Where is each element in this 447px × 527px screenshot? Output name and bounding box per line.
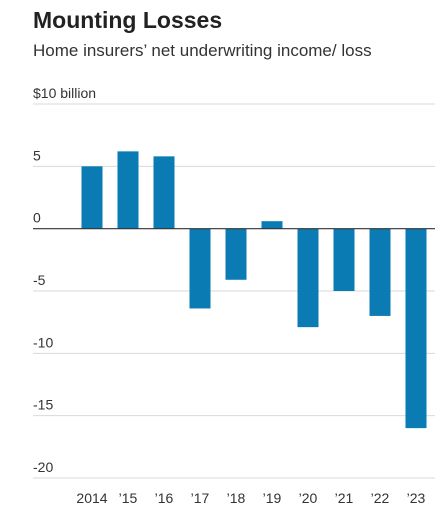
bar-8 [369,228,391,316]
bar-5 [261,221,283,229]
x-tick-label: ’21 [335,490,354,506]
bar-3 [189,228,211,309]
bar-1 [117,151,139,229]
y-tick-label: -20 [33,459,53,475]
x-tick-label: ’19 [263,490,282,506]
y-tick-label: 5 [33,147,41,163]
chart-subtitle: Home insurers’ net underwriting income/ … [33,41,372,60]
x-tick-label: ’15 [119,490,138,506]
bar-6 [297,228,319,328]
x-axis-labels: 2014 ’15 ’16 ’17 ’18 ’19 ’20 ’21 ’22 ’23 [76,490,425,506]
gridlines [33,103,435,479]
x-tick-label: ’17 [191,490,210,506]
chart-title: Mounting Losses [33,7,223,33]
bar-2 [153,156,175,229]
x-tick-label: ’22 [371,490,390,506]
x-tick-label: ’18 [227,490,246,506]
bars [81,151,427,429]
y-axis-labels: $10 billion 5 0 -5 -10 -15 -20 [33,85,96,475]
x-tick-label: ’16 [155,490,174,506]
x-tick-label: ’20 [299,490,318,506]
bar-9 [405,228,427,429]
y-tick-label: -15 [33,397,53,413]
y-tick-label: -5 [33,272,46,288]
bar-4 [225,228,247,280]
x-tick-label: 2014 [76,490,107,506]
bar-0 [81,166,103,229]
y-tick-label: 0 [33,210,41,226]
y-tick-label: $10 billion [33,85,96,101]
bar-7 [333,228,355,291]
y-tick-label: -10 [33,334,53,350]
x-tick-label: ’23 [407,490,426,506]
